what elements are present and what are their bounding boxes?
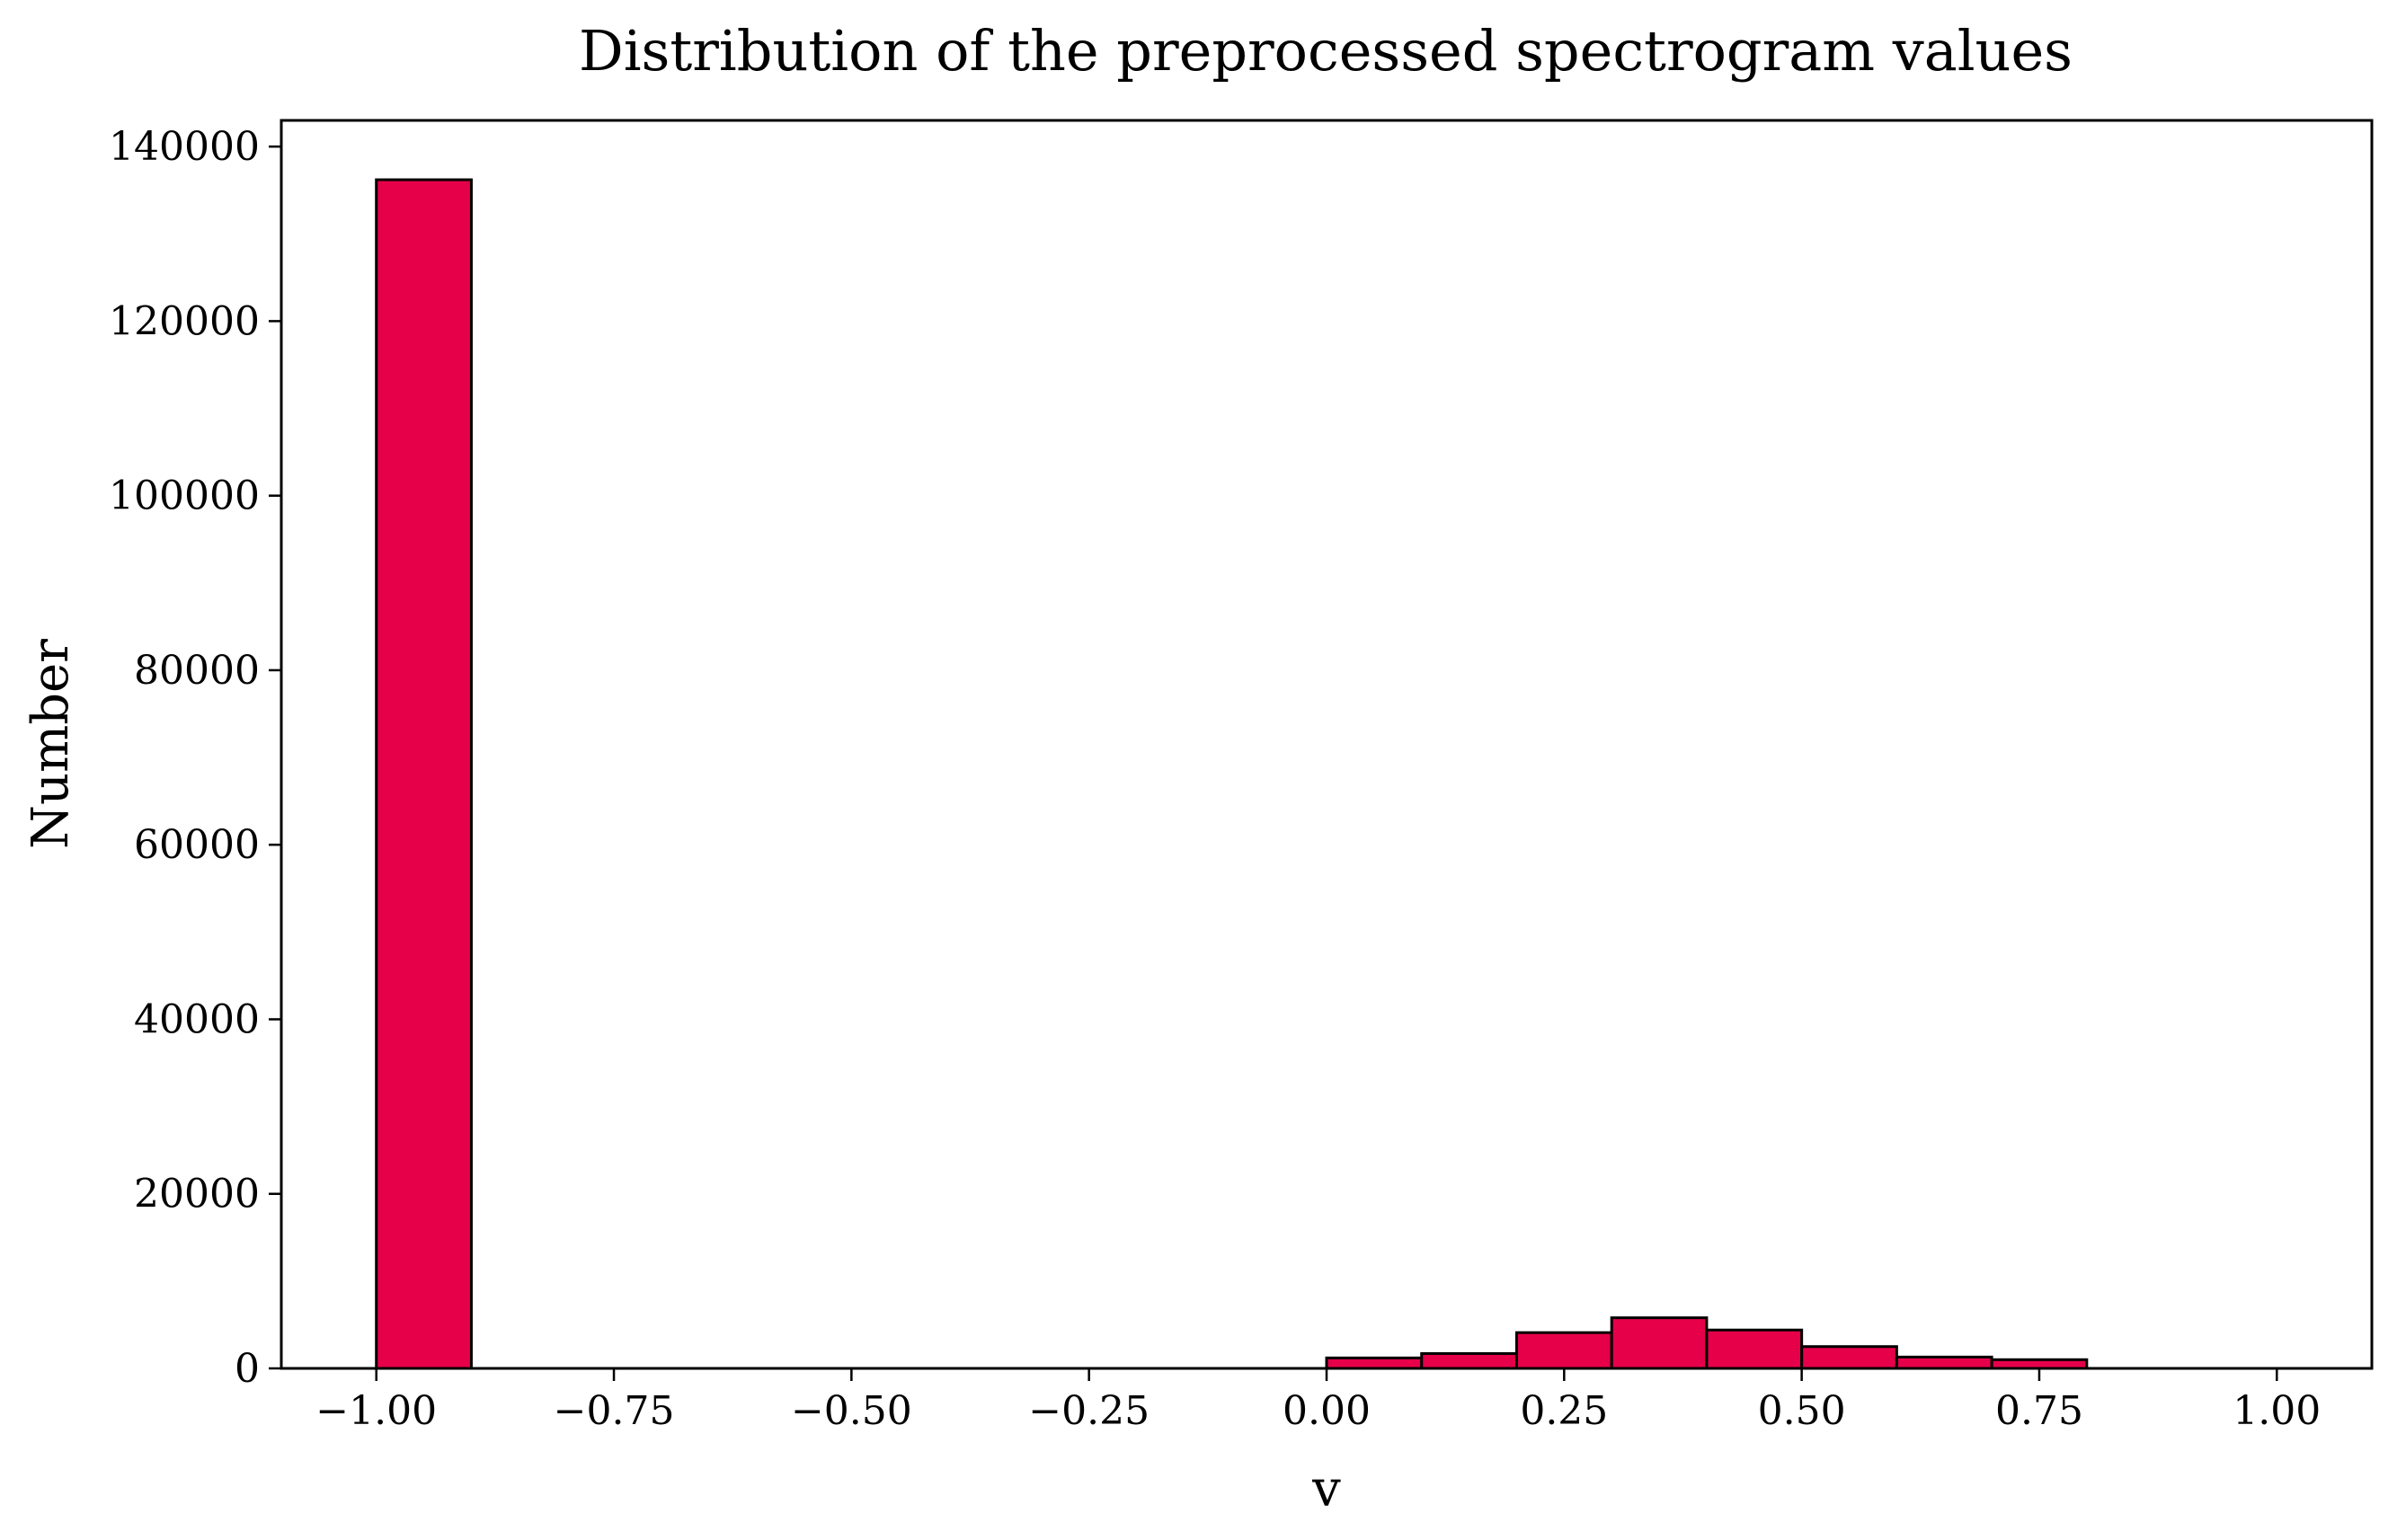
y-tick-label: 40000: [134, 996, 260, 1042]
y-axis-label: Number: [22, 639, 80, 849]
x-tick-label: 0.75: [1995, 1388, 2083, 1434]
y-tick-label: 60000: [134, 822, 260, 868]
x-tick-label: −1.00: [315, 1388, 437, 1434]
x-tick-label: 0.00: [1283, 1388, 1371, 1434]
x-axis-label: v: [1311, 1460, 1341, 1518]
chart-title: Distribution of the preprocessed spectro…: [579, 18, 2073, 84]
x-tick-label: −0.75: [554, 1388, 675, 1434]
y-tick-label: 0: [235, 1346, 260, 1392]
histogram-bar: [375, 178, 473, 1370]
x-tick-label: −0.25: [1028, 1388, 1150, 1434]
histogram-bar: [1514, 1331, 1613, 1370]
y-axis: 0 20000 40000 60000 80000 100000 120000 140000: [109, 124, 281, 1392]
x-tick-label: 0.25: [1520, 1388, 1608, 1434]
x-tick-label: −0.50: [791, 1388, 912, 1434]
x-tick-label: 0.50: [1758, 1388, 1846, 1434]
y-tick-label: 80000: [134, 648, 260, 694]
plot-frame: [280, 119, 2374, 1370]
histogram-bar: [1325, 1356, 1424, 1370]
y-tick-label: 20000: [134, 1172, 260, 1217]
y-tick-label: 120000: [109, 298, 260, 344]
y-tick-label: 100000: [109, 474, 260, 519]
histogram-bar: [1895, 1355, 1993, 1370]
histogram-bar: [1705, 1328, 1804, 1370]
bars-layer: [375, 178, 2089, 1370]
y-tick-label: 140000: [109, 124, 260, 170]
histogram-bar: [1800, 1345, 1898, 1370]
x-axis: −1.00 −0.75 −0.50 −0.25 0.00 0.25 0.50 0.75 1.00: [315, 1368, 2321, 1434]
histogram-bar: [1610, 1316, 1709, 1370]
x-tick-label: 1.00: [2233, 1388, 2321, 1434]
histogram-bar: [1420, 1351, 1518, 1370]
